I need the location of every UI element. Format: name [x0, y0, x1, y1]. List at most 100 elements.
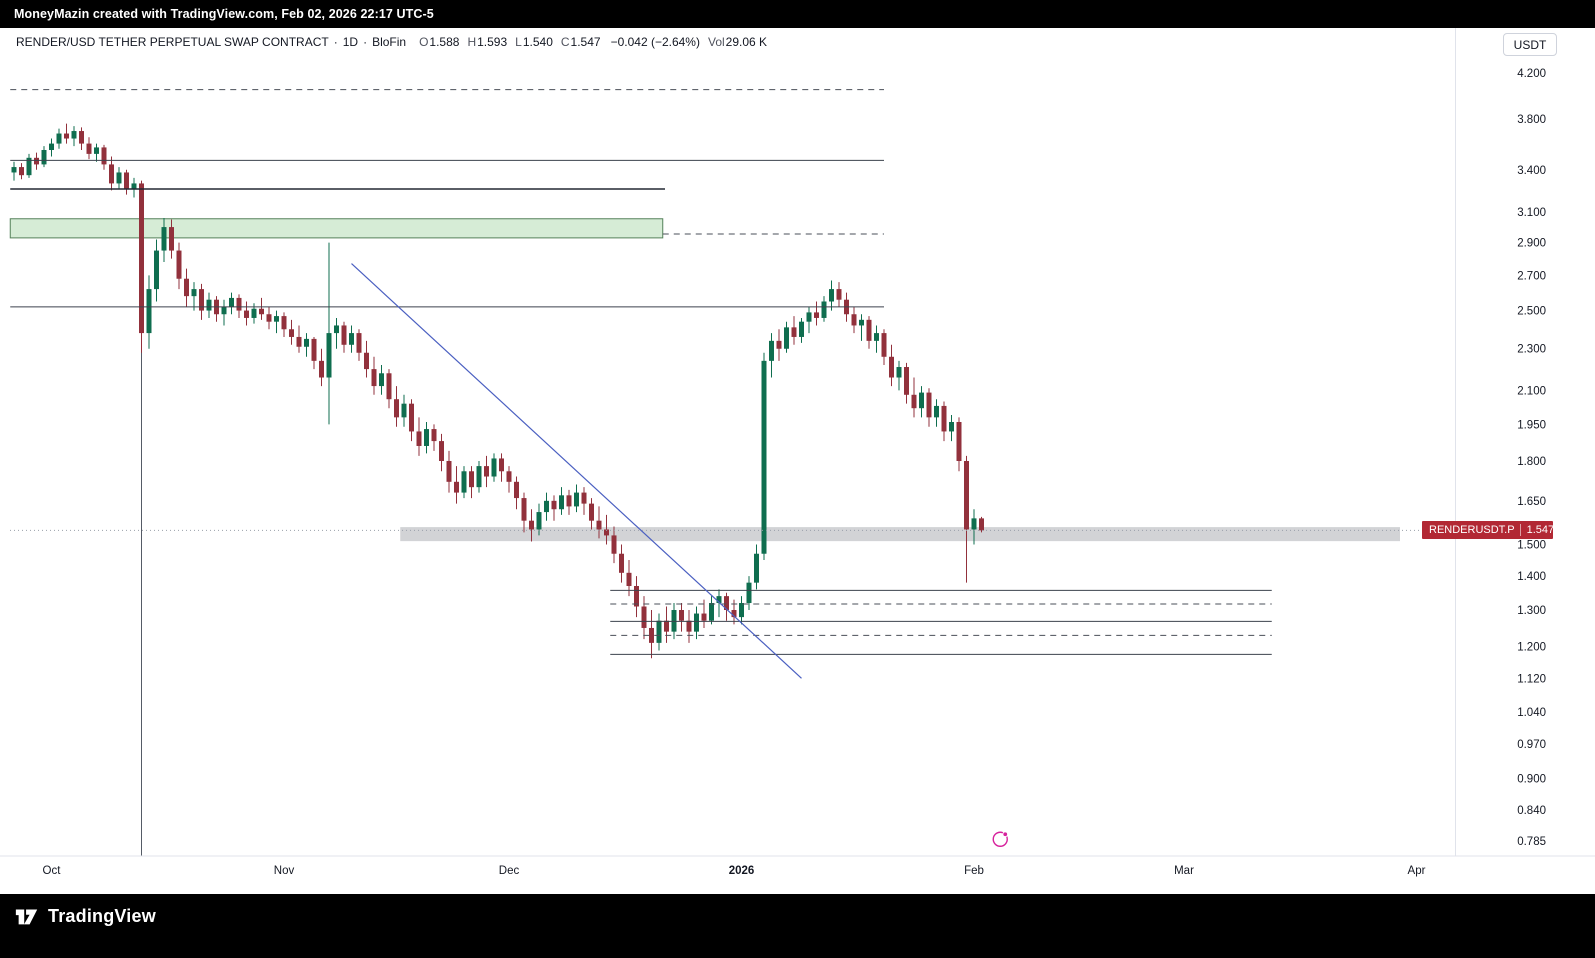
- interval-label[interactable]: 1D: [342, 35, 359, 49]
- last-price-tag: RENDERUSDT.P 1.547: [1422, 521, 1554, 540]
- price-tick-label[interactable]: 2.300: [1517, 344, 1546, 356]
- footer-bar: TradingView: [0, 894, 1595, 958]
- descending-trendline[interactable]: [351, 263, 802, 679]
- emoji-drawing-icon[interactable]: [992, 831, 1008, 847]
- candle-body: [439, 441, 444, 461]
- candle-body: [281, 316, 287, 330]
- candle-body: [506, 471, 512, 482]
- time-tick-label-2026[interactable]: 2026: [729, 865, 755, 877]
- candle-body: [176, 250, 182, 279]
- candle-body: [806, 312, 812, 322]
- candle-body: [739, 603, 744, 618]
- candle-body: [64, 133, 69, 139]
- candle-body: [911, 394, 917, 409]
- candle-body: [274, 316, 279, 322]
- price-tick-label[interactable]: 3.400: [1517, 165, 1546, 177]
- volume-label: Vol: [707, 35, 725, 49]
- candle-body: [79, 131, 84, 144]
- candle-body: [829, 289, 834, 302]
- price-tick-label[interactable]: 1.040: [1517, 707, 1546, 719]
- candle-body: [521, 498, 527, 521]
- change-value: −0.042 (−2.64%): [610, 35, 700, 49]
- price-tick-label[interactable]: 0.785: [1517, 836, 1546, 848]
- candle-body: [206, 299, 212, 311]
- currency-toggle-button[interactable]: USDT: [1503, 33, 1557, 56]
- price-band-gray[interactable]: [400, 527, 1400, 542]
- price-tick-label[interactable]: 3.100: [1517, 207, 1546, 219]
- ohlc-close-label: C: [560, 35, 570, 49]
- candle-body: [199, 289, 204, 311]
- price-tick-label[interactable]: 1.950: [1517, 419, 1546, 431]
- chart-canvas[interactable]: 4.200 3.800 3.400 3.100 2.900 2.700 2.500 2.300…: [0, 28, 1595, 894]
- candle-body: [34, 157, 39, 165]
- chart-legend[interactable]: RENDER/USD TETHER PERPETUAL SWAP CONTRAC…: [16, 35, 767, 49]
- price-tick-label[interactable]: 0.900: [1517, 773, 1546, 785]
- candle-body: [401, 403, 407, 418]
- price-tick-label[interactable]: 2.500: [1517, 306, 1546, 318]
- price-tick-label[interactable]: 3.800: [1517, 114, 1546, 126]
- ohlc-low-value: 1.540: [522, 35, 553, 49]
- candle-body: [109, 164, 114, 184]
- candle-body: [266, 314, 272, 322]
- candle-body: [709, 603, 714, 621]
- candle-body: [154, 250, 159, 290]
- candle-body: [656, 620, 662, 643]
- candle-body: [589, 503, 594, 521]
- candle-body: [184, 278, 189, 297]
- time-tick-label-Nov[interactable]: Nov: [274, 865, 295, 877]
- candle-body: [236, 297, 242, 311]
- candle-body: [679, 610, 684, 621]
- price-tick-label[interactable]: 2.100: [1517, 385, 1546, 397]
- candle-body: [754, 553, 759, 583]
- candle-body: [71, 131, 77, 139]
- candle-body: [26, 157, 32, 176]
- candle-body: [761, 360, 767, 554]
- candle-body: [731, 610, 737, 618]
- exchange-label[interactable]: BloFin: [372, 35, 407, 49]
- candle-body: [784, 327, 789, 349]
- price-tick-label[interactable]: 1.300: [1517, 605, 1546, 617]
- price-tick-label[interactable]: 2.700: [1517, 270, 1546, 282]
- candle-body: [334, 325, 339, 334]
- time-tick-label-Apr[interactable]: Apr: [1408, 865, 1426, 877]
- price-tick-label[interactable]: 4.200: [1517, 68, 1546, 80]
- candle-body: [724, 596, 729, 611]
- symbol-title[interactable]: RENDER/USD TETHER PERPETUAL SWAP CONTRAC…: [16, 35, 329, 49]
- candle-body: [371, 369, 377, 387]
- candle-body: [394, 399, 399, 418]
- candle-body: [611, 535, 617, 554]
- candle-body: [859, 319, 864, 326]
- price-tick-label[interactable]: 1.120: [1517, 673, 1546, 685]
- price-tick-label[interactable]: 0.970: [1517, 739, 1546, 751]
- supply-zone-green[interactable]: [9, 218, 664, 239]
- price-tick-label[interactable]: 1.500: [1517, 539, 1546, 551]
- price-tick-label[interactable]: 1.800: [1517, 456, 1546, 468]
- candle-body: [694, 613, 699, 632]
- candle-body: [469, 471, 474, 488]
- price-tick-label[interactable]: 2.900: [1517, 238, 1546, 250]
- candle-body: [94, 147, 99, 154]
- candle-body: [536, 512, 542, 530]
- chart-area[interactable]: 4.200 3.800 3.400 3.100 2.900 2.700 2.500 2.300…: [0, 28, 1595, 894]
- candle-body: [941, 405, 947, 432]
- candle-body: [296, 336, 302, 347]
- price-tick-label[interactable]: 0.840: [1517, 805, 1546, 817]
- price-tick-label[interactable]: 1.200: [1517, 642, 1546, 654]
- candle-body: [581, 492, 587, 504]
- time-tick-label-Mar[interactable]: Mar: [1174, 865, 1194, 877]
- price-tick-label[interactable]: 1.400: [1517, 571, 1546, 583]
- volume-value: 29.06 K: [725, 35, 768, 49]
- candle-body: [821, 301, 827, 318]
- candle-body: [11, 167, 17, 173]
- candle-body: [349, 333, 354, 345]
- candle-body: [49, 143, 54, 150]
- price-tick-label[interactable]: 1.650: [1517, 496, 1546, 508]
- candle-body: [341, 325, 347, 345]
- candle-body: [56, 133, 62, 144]
- time-tick-label-Feb[interactable]: Feb: [964, 865, 984, 877]
- tradingview-brand[interactable]: TradingView: [14, 903, 156, 929]
- time-tick-label-Dec[interactable]: Dec: [499, 865, 520, 877]
- time-tick-label-Oct[interactable]: Oct: [43, 865, 62, 877]
- candle-body: [551, 500, 557, 510]
- candle-body: [544, 500, 549, 513]
